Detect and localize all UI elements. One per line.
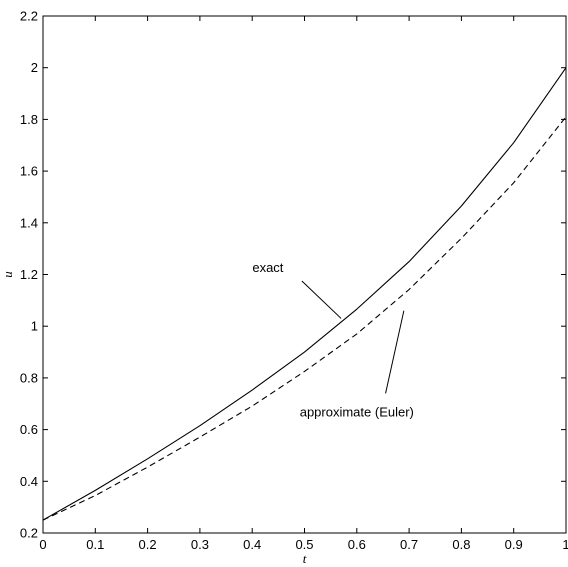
series-line-exact (42, 67, 567, 521)
data-point (199, 436, 201, 438)
x-tick-label: 0 (39, 537, 46, 552)
data-point (94, 494, 96, 496)
x-tick-label: 0.2 (139, 537, 157, 552)
x-tick-label: 0.8 (452, 537, 470, 552)
y-tick-label: 1.8 (20, 112, 38, 127)
x-tick-label: 0.7 (400, 537, 418, 552)
axis-ticks: 0 0.1 0.2 0.3 0.4 0.5 0.6 0.7 0.8 0.9 1 0.2 0.4 0.6 0.… (20, 9, 568, 553)
annotation-label: exact (252, 260, 283, 275)
data-point (251, 405, 253, 407)
x-tick-label: 0.1 (86, 537, 104, 552)
plot-frame (42, 15, 567, 534)
x-tick-label: 0.5 (295, 537, 313, 552)
y-tick-label: 1.2 (20, 267, 38, 282)
y-tick-label: 0.6 (20, 422, 38, 437)
data-series (42, 67, 567, 521)
annotation-label: approximate (Euler) (300, 405, 414, 420)
annotation-leader-line (301, 280, 342, 319)
x-tick-label: 0.6 (348, 537, 366, 552)
y-axis-label: u (0, 271, 15, 278)
y-tick-label: 2.2 (20, 9, 38, 24)
y-tick-label: 1.6 (20, 164, 38, 179)
x-tick-label: 1 (562, 537, 568, 552)
y-tick-label: 2 (31, 60, 38, 75)
axis-labels: tu (0, 271, 307, 566)
data-point (146, 466, 148, 468)
y-tick-label: 0.8 (20, 370, 38, 385)
x-axis-label: t (303, 551, 307, 566)
x-tick-label: 0.3 (191, 537, 209, 552)
y-tick-label: 1.4 (20, 215, 38, 230)
x-tick-label: 0.4 (243, 537, 261, 552)
y-tick-label: 0.2 (20, 526, 38, 541)
annotation-leader-line (385, 310, 405, 394)
y-tick-label: 0.4 (20, 474, 38, 489)
y-tick-label: 1 (31, 319, 38, 334)
plot-area-border (42, 15, 567, 534)
series-line-approximate-euler (42, 116, 567, 521)
data-point (460, 237, 462, 239)
annotations: exact approximate (Euler) (252, 260, 414, 420)
x-tick-label: 0.9 (505, 537, 523, 552)
